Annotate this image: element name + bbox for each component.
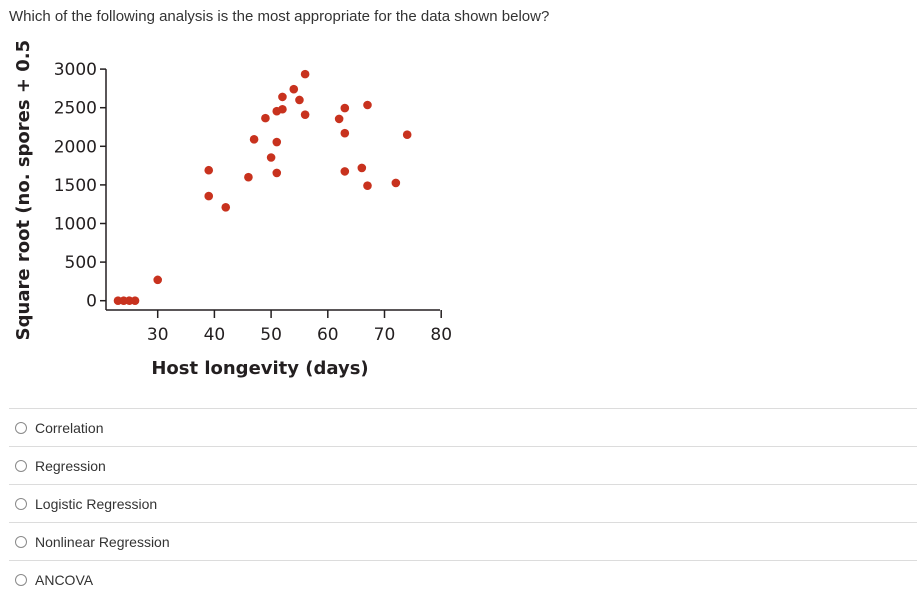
data-point <box>221 202 231 212</box>
option-label: Regression <box>35 457 106 474</box>
radio-button[interactable] <box>15 421 27 434</box>
option-ancova[interactable]: ANCOVA <box>9 560 917 598</box>
x-tick-label: 80 <box>430 325 452 345</box>
data-point <box>300 110 310 119</box>
option-label: ANCOVA <box>35 571 94 588</box>
question-text: Which of the following analysis is the m… <box>9 8 550 25</box>
data-point <box>278 104 287 114</box>
data-point <box>272 137 282 147</box>
option-logistic-regression[interactable]: Logistic Regression <box>9 484 917 522</box>
data-point <box>334 114 344 124</box>
data-point <box>402 130 412 140</box>
data-point <box>244 172 253 182</box>
y-tick-label: 500 <box>65 253 97 273</box>
data-point <box>357 163 367 173</box>
radio-button[interactable] <box>15 459 27 472</box>
x-axis-title: Host longevity (days) <box>151 358 368 379</box>
radio-button[interactable] <box>15 573 27 586</box>
data-point <box>249 135 259 144</box>
option-label: Nonlinear Regression <box>35 533 170 550</box>
data-point <box>391 178 401 188</box>
x-tick-label: 60 <box>317 325 339 345</box>
data-point <box>204 191 214 201</box>
data-point <box>300 69 310 79</box>
y-tick-label: 0 <box>86 292 97 312</box>
radio-button[interactable] <box>15 497 27 510</box>
scatter-chart: 0 500 1000 1500 2000 2500 3000 30 40 50 60 70 80 Host… <box>0 40 470 390</box>
option-nonlinear-regression[interactable]: Nonlinear Regression <box>9 522 917 560</box>
y-tick-label: 2500 <box>54 99 97 119</box>
data-point <box>295 95 304 105</box>
y-tick-label: 1500 <box>54 176 97 196</box>
data-point <box>340 103 350 113</box>
chart-canvas: 0 500 1000 1500 2000 2500 3000 30 40 50 60 70 80 Host… <box>13 40 452 379</box>
x-tick-label: 70 <box>374 325 396 345</box>
data-point <box>130 296 140 306</box>
y-tick-label: 1000 <box>54 215 97 235</box>
data-point <box>363 100 372 110</box>
data-point <box>272 168 282 178</box>
option-label: Logistic Regression <box>35 495 158 512</box>
data-point <box>153 275 162 285</box>
y-tick-label: 3000 <box>54 60 97 80</box>
data-point <box>266 153 276 162</box>
y-axis-title: Square root (no. spores + 0.5) <box>13 40 34 340</box>
x-tick-label: 30 <box>147 325 169 345</box>
x-tick-label: 40 <box>204 325 226 345</box>
data-point <box>261 113 270 123</box>
option-correlation[interactable]: Correlation <box>9 408 917 446</box>
data-point <box>278 92 287 102</box>
data-point <box>289 84 299 94</box>
data-point <box>204 165 214 175</box>
y-tick-label: 2000 <box>54 137 97 157</box>
data-point <box>340 128 350 138</box>
data-point <box>340 167 350 176</box>
data-point <box>363 181 372 190</box>
option-regression[interactable]: Regression <box>9 446 917 484</box>
option-label: Correlation <box>35 419 104 436</box>
answer-options: Correlation Regression Logistic Regressi… <box>9 408 917 598</box>
x-tick-label: 50 <box>260 325 282 345</box>
radio-button[interactable] <box>15 535 27 548</box>
